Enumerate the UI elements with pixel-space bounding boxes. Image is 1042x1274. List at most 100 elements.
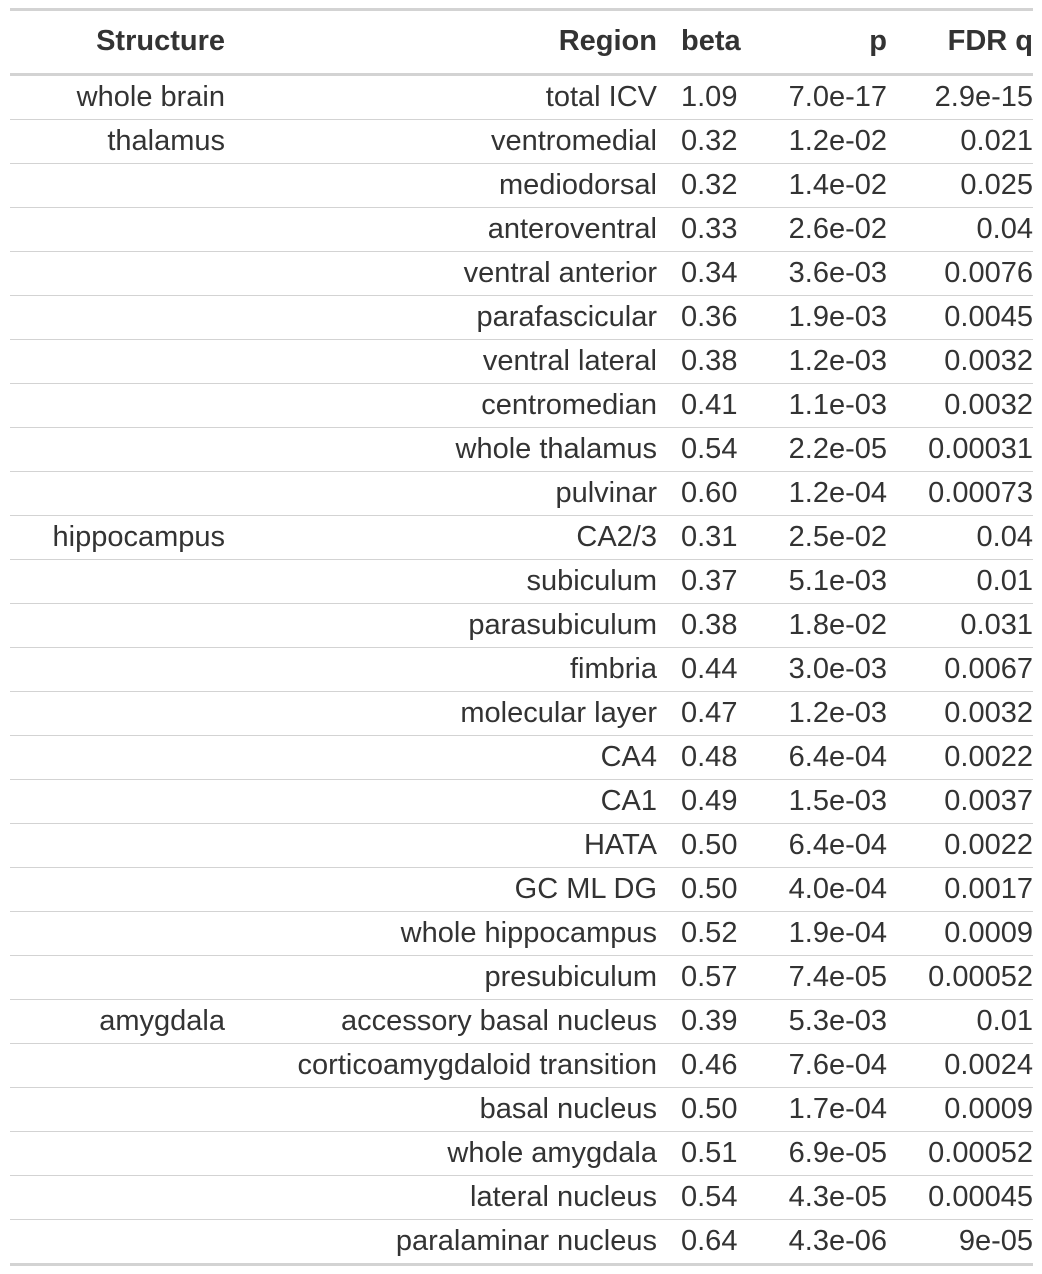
cell-region: pulvinar [225, 471, 657, 516]
cell-beta: 0.60 [657, 471, 747, 516]
cell-region: parasubiculum [225, 603, 657, 648]
table-row: ventral anterior 0.34 3.6e-03 0.0076 [10, 251, 1033, 296]
cell-structure [10, 559, 225, 604]
cell-beta: 0.34 [657, 251, 747, 296]
cell-beta: 0.47 [657, 691, 747, 736]
cell-structure [10, 691, 225, 736]
cell-p: 1.5e-03 [747, 779, 887, 824]
cell-beta: 0.50 [657, 867, 747, 912]
cell-structure: thalamus [10, 119, 225, 164]
cell-structure [10, 471, 225, 516]
table-row: ventral lateral 0.38 1.2e-03 0.0032 [10, 339, 1033, 384]
cell-beta: 0.57 [657, 955, 747, 1000]
cell-fdr: 0.0017 [887, 867, 1033, 912]
cell-p: 4.0e-04 [747, 867, 887, 912]
cell-beta: 0.36 [657, 295, 747, 340]
cell-region: accessory basal nucleus [225, 999, 657, 1044]
cell-p: 1.7e-04 [747, 1087, 887, 1132]
cell-fdr: 0.025 [887, 163, 1033, 208]
table-row: thalamus ventromedial 0.32 1.2e-02 0.021 [10, 119, 1033, 164]
cell-structure [10, 647, 225, 692]
header-beta: beta [657, 9, 747, 76]
cell-p: 3.0e-03 [747, 647, 887, 692]
cell-p: 7.4e-05 [747, 955, 887, 1000]
cell-p: 4.3e-06 [747, 1219, 887, 1265]
cell-structure [10, 427, 225, 472]
cell-structure [10, 339, 225, 384]
cell-region: parafascicular [225, 295, 657, 340]
cell-fdr: 0.04 [887, 207, 1033, 252]
cell-beta: 0.38 [657, 339, 747, 384]
table-row: whole thalamus 0.54 2.2e-05 0.00031 [10, 427, 1033, 472]
header-region: Region [225, 9, 657, 76]
results-table-container: Structure Region beta p FDR q whole brai… [10, 8, 1033, 1266]
cell-beta: 0.39 [657, 999, 747, 1044]
table-row: amygdala accessory basal nucleus 0.39 5.3e-… [10, 999, 1033, 1044]
cell-beta: 0.48 [657, 735, 747, 780]
cell-region: ventral anterior [225, 251, 657, 296]
cell-fdr: 0.00073 [887, 471, 1033, 516]
cell-beta: 0.31 [657, 515, 747, 560]
cell-p: 1.2e-03 [747, 339, 887, 384]
cell-structure [10, 251, 225, 296]
cell-region: mediodorsal [225, 163, 657, 208]
table-row: presubiculum 0.57 7.4e-05 0.00052 [10, 955, 1033, 1000]
table-row: CA4 0.48 6.4e-04 0.0022 [10, 735, 1033, 780]
table-row: GC ML DG 0.50 4.0e-04 0.0017 [10, 867, 1033, 912]
cell-fdr: 0.0032 [887, 339, 1033, 384]
cell-fdr: 0.0022 [887, 823, 1033, 868]
table-row: CA1 0.49 1.5e-03 0.0037 [10, 779, 1033, 824]
cell-structure [10, 383, 225, 428]
cell-region: total ICV [545, 81, 657, 113]
cell-structure [10, 1043, 225, 1088]
cell-p: 6.4e-04 [747, 823, 887, 868]
table-row: whole brain total ICV 1.09 7.0e-17 2.9e-15 [10, 75, 1033, 120]
cell-region: whole hippocampus [225, 911, 657, 956]
table-row: basal nucleus 0.50 1.7e-04 0.0009 [10, 1087, 1033, 1132]
cell-p: 1.8e-02 [747, 603, 887, 648]
cell-fdr: 0.0022 [887, 735, 1033, 780]
cell-beta: 0.54 [657, 427, 747, 472]
cell-fdr: 0.0032 [887, 383, 1033, 428]
table-row: paralaminar nucleus 0.64 4.3e-06 9e-05 [10, 1219, 1033, 1265]
cell-structure [10, 955, 225, 1000]
cell-p: 1.2e-04 [747, 471, 887, 516]
table-row: whole amygdala 0.51 6.9e-05 0.00052 [10, 1131, 1033, 1176]
cell-p: 1.4e-02 [747, 163, 887, 208]
cell-p: 7.6e-04 [747, 1043, 887, 1088]
cell-fdr: 0.031 [887, 603, 1033, 648]
cell-structure: hippocampus [10, 515, 225, 560]
header-p: p [747, 9, 887, 76]
cell-fdr: 0.0009 [887, 911, 1033, 956]
cell-region: CA4 [225, 735, 657, 780]
cell-structure [10, 603, 225, 648]
cell-region: whole thalamus [225, 427, 657, 472]
cell-fdr: 0.0076 [887, 251, 1033, 296]
cell-beta: 0.49 [657, 779, 747, 824]
cell-region: anteroventral [225, 207, 657, 252]
cell-structure [10, 1131, 225, 1176]
table-row: mediodorsal 0.32 1.4e-02 0.025 [10, 163, 1033, 208]
cell-region: subiculum [225, 559, 657, 604]
cell-region: ventral lateral [225, 339, 657, 384]
header-fdr: FDR q [887, 9, 1033, 76]
cell-structure [10, 163, 225, 208]
header-row: Structure Region beta p FDR q [10, 9, 1033, 76]
cell-structure [10, 779, 225, 824]
cell-fdr: 0.01 [887, 999, 1033, 1044]
cell-p: 1.2e-02 [747, 119, 887, 164]
cell-p: 1.1e-03 [747, 383, 887, 428]
cell-beta: 0.50 [657, 823, 747, 868]
cell-p: 2.5e-02 [747, 515, 887, 560]
cell-region: paralaminar nucleus [225, 1219, 657, 1265]
table-row: hippocampus CA2/3 0.31 2.5e-02 0.04 [10, 515, 1033, 560]
cell-fdr: 0.0067 [887, 647, 1033, 692]
cell-p: 7.0e-17 [788, 81, 887, 113]
cell-structure: whole brain [76, 81, 225, 113]
cell-fdr: 0.01 [887, 559, 1033, 604]
cell-fdr: 0.00052 [887, 1131, 1033, 1176]
cell-p: 1.9e-04 [747, 911, 887, 956]
cell-p: 5.3e-03 [747, 999, 887, 1044]
table-row: corticoamygdaloid transition 0.46 7.6e-04 0… [10, 1043, 1033, 1088]
cell-structure [10, 911, 225, 956]
